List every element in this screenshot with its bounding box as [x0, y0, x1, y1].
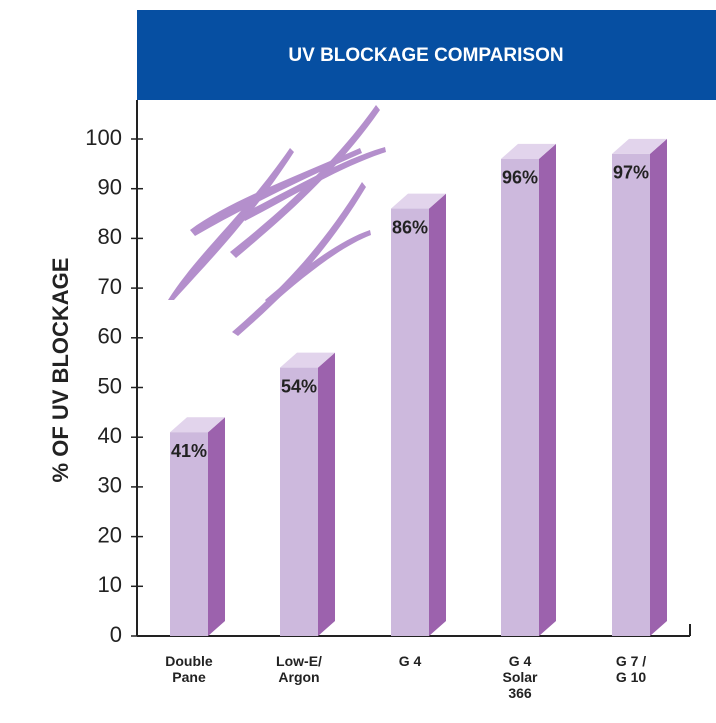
y-tick-label: 40: [98, 423, 122, 448]
bar: [612, 153, 650, 636]
bar: [501, 158, 539, 636]
x-tick-label-line: 366: [508, 685, 532, 701]
x-tick-label-line: G 4: [399, 653, 422, 669]
y-tick-label: 10: [98, 572, 122, 597]
value-label: 96%: [502, 168, 538, 188]
value-label: 97%: [613, 163, 649, 183]
x-tick-label-line: Double: [165, 653, 213, 669]
bar-side: [650, 138, 667, 636]
value-label: 41%: [171, 441, 207, 461]
x-tick-label-line: Argon: [278, 669, 319, 685]
y-tick-label: 90: [98, 175, 122, 200]
x-tick-label: Low-E/Argon: [276, 653, 322, 685]
y-tick-label: 30: [98, 473, 122, 498]
bar: [280, 367, 318, 636]
x-tick-label-line: G 10: [616, 669, 647, 685]
y-axis-label: % OF UV BLOCKAGE: [48, 258, 73, 483]
x-tick-label-line: Pane: [172, 669, 206, 685]
bar-top: [612, 138, 667, 154]
y-tick-label: 60: [98, 324, 122, 349]
x-tick-label: G 7 /G 10: [616, 653, 647, 685]
x-tick-label-line: G 7 /: [616, 653, 646, 669]
bar-top: [170, 417, 225, 433]
bar-top: [280, 352, 335, 368]
header-box: [137, 10, 716, 100]
y-tick-label: 70: [98, 274, 122, 299]
x-tick-label: G 4: [399, 653, 422, 669]
x-tick-label: Double Pane: [165, 653, 213, 685]
value-label: 54%: [281, 376, 317, 396]
y-tick-label: 20: [98, 522, 122, 547]
value-label: 86%: [392, 217, 428, 237]
bar-side: [208, 417, 225, 636]
y-tick-label: 100: [85, 125, 122, 150]
x-tick-label: G 4 Solar 366: [502, 653, 538, 701]
bar-side: [429, 193, 446, 636]
bar: [391, 208, 429, 636]
y-tick-label: 80: [98, 224, 122, 249]
x-tick-label-line: Solar: [502, 669, 538, 685]
y-tick-label: 0: [110, 622, 122, 647]
bar: [170, 432, 208, 636]
bar-side: [539, 143, 556, 636]
bar-top: [391, 193, 446, 209]
x-tick-label-line: Low-E/: [276, 653, 322, 669]
chart-title: UV BLOCKAGE COMPARISON: [288, 45, 563, 66]
bar-side: [318, 352, 335, 636]
bar-top: [501, 143, 556, 159]
y-tick-label: 50: [98, 373, 122, 398]
x-tick-label-line: G 4: [509, 653, 532, 669]
scratch-decoration: [168, 105, 386, 336]
